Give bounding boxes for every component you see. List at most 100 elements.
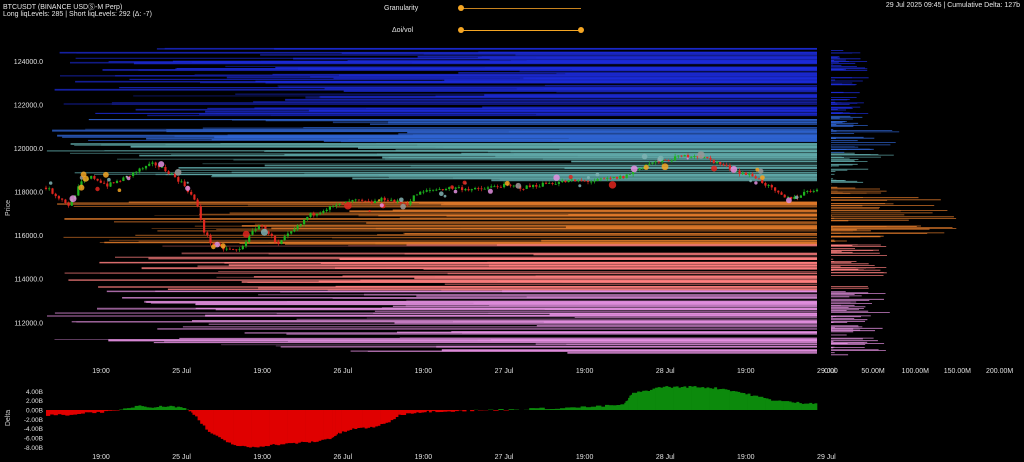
delta-bar <box>138 405 142 410</box>
candle-body <box>383 197 386 201</box>
delta-bar <box>339 410 342 434</box>
delta-bar <box>750 396 754 410</box>
delta-bar <box>431 410 436 412</box>
candle-body <box>109 182 112 187</box>
cumulative-delta-chart: 4.00B 2.00B 0.00B -2.00B -4.00B -6.00B -8.00B 1… <box>24 386 836 461</box>
liq-bubble <box>711 165 718 172</box>
candle-body <box>561 180 564 182</box>
candle-body <box>774 187 777 191</box>
liq-bubble <box>443 194 447 198</box>
candle-body <box>80 181 83 187</box>
candle-body <box>70 198 73 206</box>
delta-bar <box>560 408 566 410</box>
candle-body <box>115 180 119 183</box>
candle-body <box>803 191 806 196</box>
delta-bar <box>73 410 78 415</box>
liq-bubble <box>103 171 109 178</box>
liq-bubble <box>578 184 582 188</box>
candle-body <box>412 195 415 202</box>
delta-bar <box>195 410 198 417</box>
candle-body <box>586 180 590 182</box>
delta-bar <box>188 410 191 412</box>
candle-body <box>570 179 573 181</box>
liq-bubble <box>755 167 760 172</box>
delta-bar <box>652 388 656 410</box>
delta-bar <box>380 410 383 424</box>
liq-bubble <box>214 241 220 248</box>
delta-bar <box>416 410 419 413</box>
delta-bar <box>335 410 337 436</box>
price-tick-label: 124000.0 <box>14 59 43 66</box>
delta-bar <box>691 386 694 410</box>
liq-bubble <box>657 155 664 162</box>
liq-bubble <box>630 165 638 173</box>
candle-body <box>628 174 631 175</box>
delta-time-tick-label: 19:00 <box>253 454 271 461</box>
candle-body <box>596 178 599 181</box>
candle-body <box>57 196 60 199</box>
candle-body <box>367 201 370 202</box>
candle-body <box>715 162 719 163</box>
delta-bar <box>742 393 746 410</box>
delta-bar <box>642 390 646 410</box>
delta-bar <box>207 410 211 432</box>
delta-tick-label: -4.00B <box>24 426 43 433</box>
delta-bar <box>351 410 355 429</box>
oi-vol-track[interactable] <box>461 30 581 31</box>
candle-body <box>564 180 567 183</box>
delta-bar <box>428 410 432 413</box>
delta-bar <box>413 410 417 414</box>
oi-vol-knob-high[interactable] <box>578 27 584 33</box>
delta-bar <box>809 402 813 410</box>
candle-body <box>474 188 477 190</box>
candle-body <box>499 186 502 188</box>
delta-bar <box>318 410 322 441</box>
time-tick-label: 19:00 <box>576 368 594 375</box>
candle-body <box>444 189 448 191</box>
candle-body <box>273 236 277 242</box>
candle-body <box>396 200 399 202</box>
delta-bar <box>223 410 227 441</box>
delta-bar <box>336 410 338 435</box>
candle-body <box>270 233 273 236</box>
delta-bar <box>570 407 576 410</box>
delta-bar <box>177 406 180 410</box>
delta-bar <box>639 391 643 410</box>
price-tick-label: 122000.0 <box>14 102 43 109</box>
delta-bar <box>760 396 764 410</box>
delta-bar <box>146 407 150 410</box>
liq-bubble <box>49 181 53 185</box>
granularity-track[interactable] <box>461 8 581 9</box>
delta-bar <box>418 410 422 413</box>
delta-bar <box>161 406 165 410</box>
candle-body <box>380 197 383 201</box>
delta-bar <box>439 410 444 412</box>
oi-vol-knob-low[interactable] <box>458 27 464 33</box>
price-tick-label: 112000.0 <box>14 320 43 327</box>
delta-bar <box>182 408 186 410</box>
liq-bubble <box>95 186 100 192</box>
candle-body <box>709 157 712 160</box>
delta-bar <box>385 410 389 423</box>
delta-bar <box>632 392 635 410</box>
delta-bar <box>719 389 723 410</box>
candle-body <box>238 249 241 250</box>
candle-body <box>90 176 93 179</box>
candle-body <box>325 209 328 211</box>
candle-body <box>212 243 215 246</box>
candle-body <box>638 168 641 170</box>
delta-bar <box>308 410 311 443</box>
candle-body <box>712 159 715 163</box>
price-axis-label: Price <box>5 200 12 216</box>
candle-body <box>190 191 193 195</box>
delta-bar <box>377 410 381 426</box>
candle-body <box>457 187 460 188</box>
candle-body <box>351 200 354 202</box>
granularity-knob[interactable] <box>458 5 464 11</box>
liq-bubble <box>754 181 758 185</box>
liq-bubble <box>453 189 458 194</box>
candle-body <box>703 156 706 158</box>
delta-bar <box>174 407 178 410</box>
delta-bar <box>354 410 358 429</box>
candle-body <box>486 187 490 189</box>
